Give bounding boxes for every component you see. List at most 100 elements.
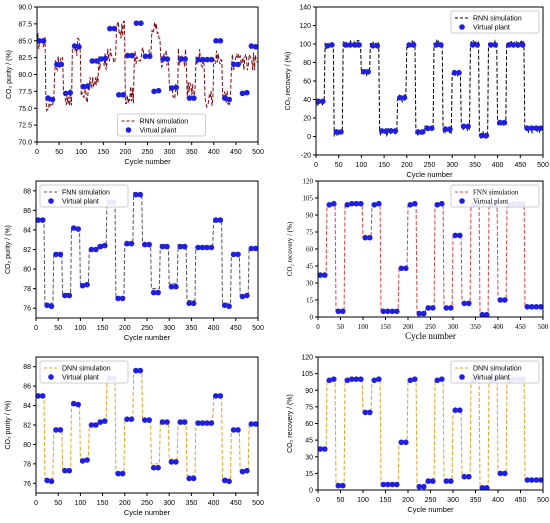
data-point: [433, 42, 440, 48]
x-tick-label: 350: [186, 149, 198, 156]
data-point: [115, 470, 121, 477]
data-point: [317, 446, 324, 452]
x-tick-label: 150: [97, 325, 109, 332]
y-tick-label: 82: [23, 247, 31, 254]
x-tick-label: 450: [514, 162, 526, 169]
data-point: [62, 292, 68, 299]
data-point: [438, 42, 444, 48]
y-tick-label: 76: [23, 481, 31, 488]
data-point: [488, 42, 494, 48]
y-tick-label: 75.0: [18, 106, 32, 113]
data-point: [333, 129, 340, 135]
legend-box: [39, 360, 129, 384]
data-point: [124, 52, 131, 59]
legend-box: [450, 10, 540, 34]
data-point: [195, 244, 201, 251]
data-point: [235, 427, 241, 433]
data-point: [457, 232, 463, 239]
x-tick-label: 200: [119, 325, 131, 332]
data-point: [461, 473, 468, 480]
y-tick-label: -20: [301, 153, 311, 160]
data-point: [88, 246, 95, 253]
x-tick-label: 50: [337, 323, 345, 331]
data-point: [79, 458, 86, 464]
data-point: [434, 202, 441, 208]
data-point: [430, 305, 436, 311]
data-point: [362, 409, 369, 416]
data-point: [326, 377, 333, 384]
data-point: [465, 123, 471, 130]
data-point: [159, 419, 166, 425]
data-point: [159, 243, 166, 250]
data-point: [244, 292, 250, 299]
data-point: [524, 477, 531, 483]
chart-panel-1: 0 50 100 150 200 250 300 350 400 450 500 70.0 72.5 75…: [6, 5, 264, 167]
data-point: [439, 200, 445, 207]
data-point: [484, 485, 490, 491]
data-point: [208, 244, 215, 251]
legend-box: [39, 184, 129, 208]
legend-marker-swatch: [459, 24, 465, 30]
data-point: [173, 283, 179, 290]
legend-label: Virtual plant: [473, 25, 510, 32]
data-point: [150, 464, 157, 471]
data-point: [529, 304, 535, 310]
chart-panel-2: 0 50 100 150 200 250 300 350 400 450 500-200204060…: [285, 5, 549, 180]
y-tick-label: 60: [303, 79, 311, 86]
data-point: [419, 129, 426, 135]
data-point: [371, 202, 378, 208]
x-tick-label: 400: [208, 149, 220, 156]
y-tick-label: 82: [23, 423, 31, 430]
x-tick-label: 150: [378, 162, 390, 169]
x-tick-label: 50: [54, 500, 62, 507]
y-tick-label: 60: [305, 421, 313, 428]
legend-label: Virtual plant: [473, 375, 510, 382]
legend-label: Virtual plant: [62, 375, 99, 382]
data-point: [239, 293, 246, 300]
x-tick-label: 300: [163, 500, 175, 507]
data-point: [401, 94, 408, 101]
data-point: [221, 477, 228, 484]
data-point: [457, 407, 463, 414]
data-point: [190, 300, 197, 307]
data-point: [469, 42, 476, 48]
data-point: [456, 69, 462, 76]
x-axis-label: Cycle number: [407, 505, 454, 514]
data-point: [448, 478, 454, 484]
y-tick-label: 140: [299, 5, 311, 12]
data-point: [447, 126, 453, 132]
y-tick-label: 120: [301, 355, 313, 362]
x-tick-label: 450: [230, 500, 242, 507]
data-point: [155, 464, 161, 471]
x-tick-label: 200: [401, 162, 413, 169]
y-axis-label: CO₂ purity / (%): [5, 225, 12, 274]
data-point: [62, 467, 68, 474]
y-tick-label: 60: [306, 246, 314, 254]
x-tick-label: 150: [380, 497, 392, 504]
data-point: [142, 53, 149, 60]
data-point: [168, 459, 175, 465]
data-point: [133, 20, 140, 27]
data-point: [93, 422, 99, 428]
data-point: [75, 401, 81, 408]
data-point: [222, 95, 228, 101]
data-point: [230, 61, 237, 68]
x-tick-label: 500: [537, 162, 549, 169]
data-point: [186, 95, 193, 101]
y-tick-label: 77.5: [18, 89, 32, 96]
data-point: [93, 58, 100, 64]
data-point: [230, 251, 237, 258]
y-tick-label: 70.0: [18, 140, 32, 147]
data-point: [358, 200, 364, 207]
data-point: [421, 310, 427, 317]
y-tick-label: 45: [306, 263, 314, 271]
data-point: [88, 422, 95, 428]
data-point: [39, 393, 46, 399]
data-point: [324, 43, 331, 49]
data-point: [173, 459, 179, 465]
data-point: [239, 468, 246, 475]
data-point: [204, 56, 210, 63]
data-point: [111, 25, 118, 32]
data-point: [168, 283, 175, 290]
data-point: [248, 43, 255, 49]
